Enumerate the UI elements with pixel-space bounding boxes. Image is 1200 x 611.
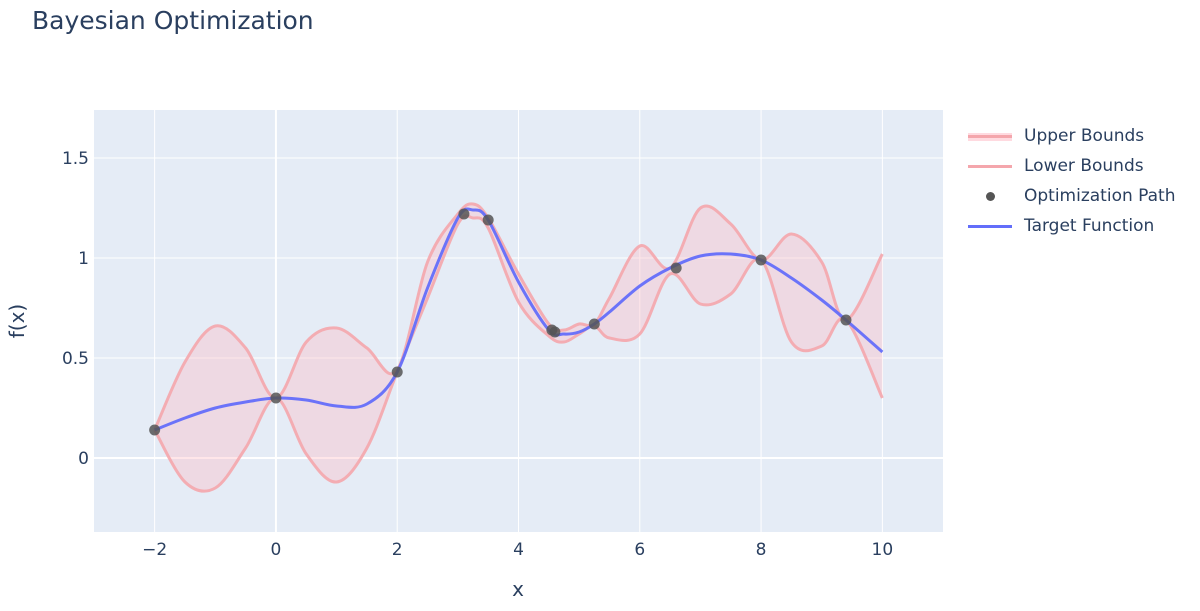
path-point[interactable] — [482, 214, 494, 226]
x-axis-ticks: −2 0 2 4 6 8 10 — [142, 540, 893, 560]
y-tick-label: 0 — [78, 449, 89, 469]
path-point[interactable] — [588, 318, 600, 330]
chart-title: Bayesian Optimization — [32, 6, 314, 35]
legend-item-upper-bounds[interactable]: Upper Bounds — [966, 121, 1176, 151]
legend: Upper Bounds Lower Bounds Optimization P… — [966, 121, 1176, 241]
legend-item-target-function[interactable]: Target Function — [966, 211, 1176, 241]
path-point[interactable] — [270, 392, 282, 404]
x-tick-label: 8 — [756, 540, 767, 560]
optimization-path-markers — [149, 208, 852, 436]
path-point[interactable] — [391, 366, 403, 378]
upper-bounds-swatch-icon — [966, 126, 1014, 146]
gridlines — [94, 110, 943, 532]
legend-item-optimization-path[interactable]: Optimization Path — [966, 181, 1176, 211]
confidence-band — [154, 203, 883, 492]
legend-label: Target Function — [1024, 216, 1155, 236]
target-function-line — [154, 207, 884, 432]
y-tick-label: 0.5 — [62, 349, 89, 369]
y-tick-label: 1 — [78, 249, 89, 269]
y-tick-label: 1.5 — [62, 149, 89, 169]
x-axis-title: x — [512, 577, 524, 601]
y-axis-ticks: 0 0.5 1 1.5 — [62, 149, 89, 469]
series-lines — [153, 202, 884, 493]
x-tick-label: 6 — [634, 540, 645, 560]
x-tick-label: 10 — [872, 540, 894, 560]
path-point[interactable] — [458, 208, 470, 220]
path-point[interactable] — [149, 424, 161, 436]
legend-label: Upper Bounds — [1024, 126, 1145, 146]
path-point[interactable] — [670, 262, 682, 274]
marker-dot-icon — [966, 186, 1014, 206]
lower-bounds-line — [153, 214, 884, 493]
x-tick-label: 4 — [513, 540, 524, 560]
lower-bounds-swatch-icon — [966, 156, 1014, 176]
legend-item-lower-bounds[interactable]: Lower Bounds — [966, 151, 1176, 181]
upper-bounds-line — [153, 202, 884, 431]
target-function-swatch-icon — [966, 216, 1014, 236]
path-point[interactable] — [840, 314, 852, 326]
x-tick-label: 0 — [271, 540, 282, 560]
path-point[interactable] — [549, 326, 561, 338]
x-tick-label: −2 — [142, 540, 167, 560]
path-point[interactable] — [755, 254, 767, 266]
legend-label: Lower Bounds — [1024, 156, 1144, 176]
y-axis-title: f(x) — [5, 304, 29, 338]
legend-label: Optimization Path — [1024, 186, 1176, 206]
x-tick-label: 2 — [392, 540, 403, 560]
